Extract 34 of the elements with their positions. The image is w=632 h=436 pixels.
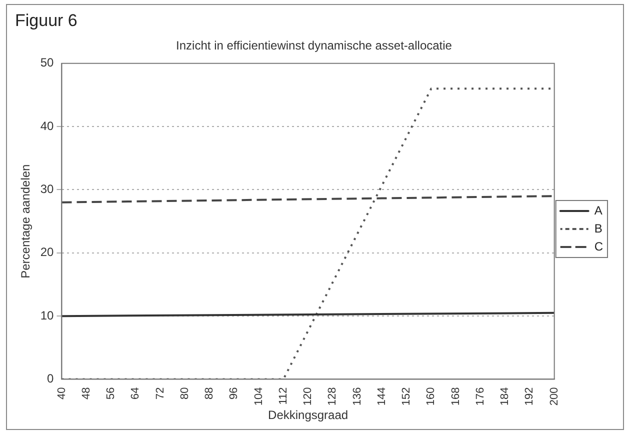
x-tick-label: 104: [252, 387, 265, 406]
x-tick-label: 88: [204, 387, 216, 400]
y-tick-label: 30: [40, 182, 54, 196]
y-tick-label: 20: [40, 245, 54, 260]
x-tick-label: 56: [105, 387, 118, 400]
x-tick-label: 40: [56, 387, 68, 400]
y-tick-label: 0: [47, 372, 54, 386]
x-tick-label: 112: [277, 387, 290, 405]
y-tick-label: 50: [40, 56, 54, 70]
legend-label: A: [594, 203, 602, 218]
x-tick-label: 192: [524, 387, 536, 406]
y-tick-label: 10: [40, 308, 54, 322]
x-tick-label: 64: [130, 387, 142, 400]
x-tick-label: 136: [351, 387, 364, 406]
x-tick-label: 128: [326, 387, 339, 406]
y-axis-title: Percentage aandelen: [18, 164, 33, 278]
x-tick-label: 72: [154, 387, 166, 400]
chart-title: Figuur 6: [15, 11, 78, 31]
x-tick-label: 96: [228, 387, 240, 400]
x-tick-label: 48: [80, 387, 92, 400]
x-tick-label: 120: [302, 387, 314, 406]
x-tick-label: 200: [548, 387, 560, 406]
x-tick-label: 152: [400, 387, 413, 406]
x-tick-label: 184: [499, 387, 512, 406]
chart-subtitle: Inzicht in efficientiewinst dynamische asset-allocatie: [176, 38, 452, 53]
x-tick-label: 160: [425, 387, 438, 406]
legend-label: C: [594, 239, 604, 254]
x-tick-label: 80: [178, 387, 191, 400]
legend-label: B: [594, 221, 602, 236]
x-tick-label: 144: [376, 387, 388, 406]
y-tick-label: 40: [40, 118, 54, 133]
x-tick-label: 168: [450, 387, 462, 406]
x-axis-title: Dekkingsgraad: [268, 408, 348, 422]
x-tick-label: 176: [474, 387, 486, 406]
